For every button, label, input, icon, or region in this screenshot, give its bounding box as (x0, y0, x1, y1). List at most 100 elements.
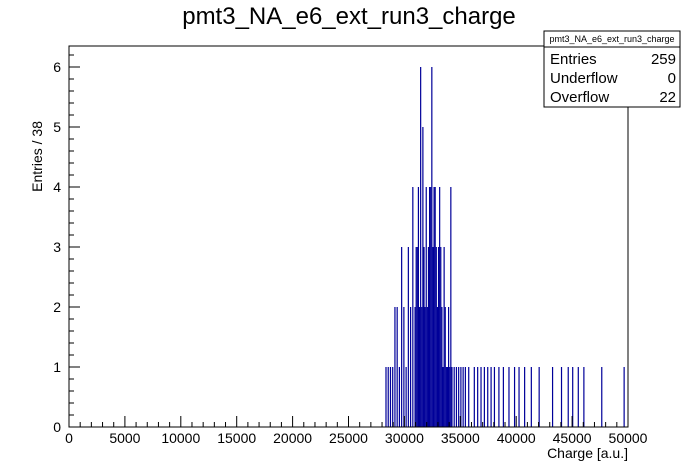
histogram-bar (424, 307, 426, 427)
y-tick-label: 3 (53, 239, 61, 255)
histogram-bar (409, 307, 412, 427)
histogram-bar (427, 247, 430, 427)
histogram-bar (572, 367, 574, 427)
x-tick-label: 25000 (329, 430, 368, 446)
histogram-bar (405, 367, 407, 427)
histogram-bar (483, 367, 485, 427)
histogram-bar (577, 367, 579, 427)
histogram-bar (487, 367, 489, 427)
histogram-bar (403, 307, 405, 427)
x-tick-label: 15000 (217, 430, 256, 446)
histogram-bar (450, 187, 452, 427)
histogram-bar (436, 307, 439, 427)
y-tick-label: 5 (53, 119, 61, 135)
histogram-bar (412, 187, 414, 427)
histogram-bar (560, 367, 563, 427)
histogram-bar (462, 367, 464, 427)
x-tick-label: 35000 (441, 430, 480, 446)
histogram-bar (425, 187, 427, 427)
histogram-bar (426, 307, 428, 427)
histogram-bar (477, 367, 479, 427)
y-axis-label: Entries / 38 (29, 121, 45, 192)
histogram-bar (401, 247, 403, 427)
histogram-bar (396, 307, 398, 427)
histogram-bar (498, 367, 500, 427)
histogram-bar (431, 67, 433, 427)
histogram-bar (513, 367, 516, 427)
stats-box-title: pmt3_NA_e6_ext_run3_charge (549, 34, 674, 44)
histogram-bar (460, 367, 462, 427)
histogram-bar (551, 367, 554, 427)
histogram-bar (421, 307, 423, 427)
histogram-bar (468, 367, 470, 427)
stats-underflow-label: Underflow (550, 70, 618, 87)
histogram-bar (420, 67, 422, 427)
histogram-bar (451, 367, 453, 427)
histogram-bar (493, 367, 496, 427)
histogram-bar (473, 367, 475, 427)
histogram-bar (453, 367, 455, 427)
x-tick-label: 0 (65, 430, 73, 446)
histogram-bar (385, 367, 387, 427)
y-tick-label: 2 (53, 299, 61, 315)
y-tick-label: 0 (53, 419, 61, 435)
histogram-bar (455, 367, 458, 427)
histogram-bar (387, 367, 389, 427)
x-tick-label: 10000 (161, 430, 200, 446)
histogram-bar (428, 187, 431, 427)
histogram-bar (449, 367, 451, 427)
histogram-bar (432, 247, 434, 427)
y-tick-label: 6 (53, 59, 61, 75)
histogram-bar (480, 367, 482, 427)
stats-entries-label: Entries (550, 51, 597, 68)
histogram-bar (502, 367, 504, 427)
histogram-bar (440, 247, 442, 427)
histogram-bars (385, 67, 625, 427)
x-tick-label: 30000 (385, 430, 424, 446)
stats-underflow-value: 0 (668, 70, 676, 87)
histogram-bar (415, 247, 417, 427)
histogram-bar (418, 307, 421, 427)
histogram-bar (567, 367, 569, 427)
y-tick-label: 4 (53, 179, 61, 195)
histogram-bar (524, 367, 526, 427)
stats-overflow-label: Overflow (550, 89, 609, 106)
histogram-bar (518, 367, 520, 427)
histogram-bar (442, 367, 444, 427)
histogram-bar (444, 307, 446, 427)
x-tick-label: 45000 (553, 430, 592, 446)
histogram-bar (435, 247, 437, 427)
histogram-bar (392, 367, 394, 427)
histogram-bar (394, 307, 396, 427)
histogram-bar (439, 187, 441, 427)
histogram-bar (538, 367, 540, 427)
histogram-bar (530, 367, 532, 427)
chart-title: pmt3_NA_e6_ext_run3_charge (182, 3, 516, 30)
histogram-bar (437, 247, 440, 427)
x-tick-label: 40000 (497, 430, 536, 446)
histogram-bar (458, 367, 460, 427)
histogram-bar (416, 247, 418, 427)
stats-entries-value: 259 (651, 51, 676, 68)
x-tick-label: 20000 (273, 430, 312, 446)
y-axis: 0 1 2 3 4 5 6 (53, 54, 80, 435)
x-tick-label: 5000 (109, 430, 140, 446)
histogram-bar (433, 187, 435, 427)
histogram-bar (389, 367, 392, 427)
histogram-bar (623, 367, 625, 427)
histogram-bar (422, 127, 424, 427)
histogram-bar (441, 307, 443, 427)
histogram-bar (398, 367, 401, 427)
histogram-bar (430, 187, 432, 427)
histogram-bar (423, 247, 425, 427)
histogram-bar (434, 187, 436, 427)
histogram-bar (417, 187, 420, 427)
histogram-bar (445, 367, 447, 427)
histogram-bar (407, 247, 409, 427)
y-tick-label: 1 (53, 359, 61, 375)
histogram-bar (448, 307, 450, 427)
histogram-bar (601, 367, 603, 427)
histogram-bar (583, 367, 585, 427)
histogram-bar (446, 367, 449, 427)
